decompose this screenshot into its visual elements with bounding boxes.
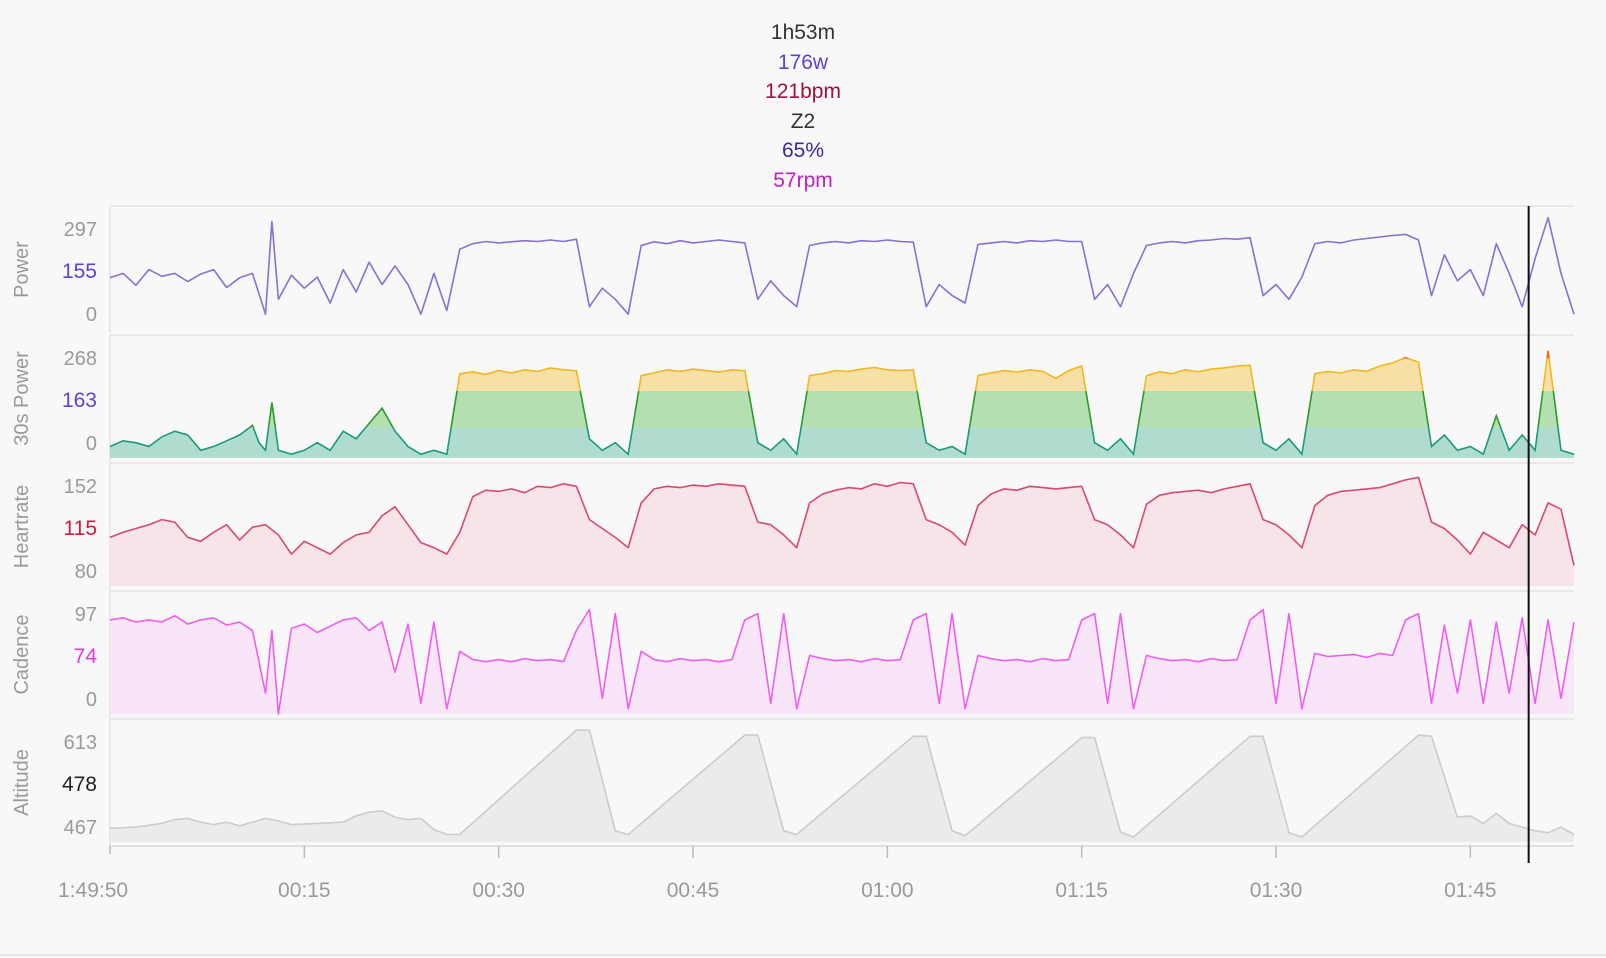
cadence-tick-top: 97 — [75, 604, 97, 626]
heartrate-area — [110, 477, 1574, 586]
x-tick-label-3: 00:45 — [667, 879, 720, 902]
cadence-tick-mid: 74 — [74, 645, 98, 668]
panel-power30[interactable]: 268 163 0 30s Power — [11, 334, 1574, 462]
x-tick-label-7: 01:45 — [1444, 879, 1497, 902]
x-axis: 1:49:50 00:15 00:30 00:45 01:00 01:15 01:30 01:… — [0, 845, 1606, 956]
cadence-area — [110, 609, 1574, 714]
x-tick-label-2: 00:30 — [472, 879, 525, 902]
readout-percent: 65% — [781, 139, 825, 162]
power30-zone-1-line — [110, 427, 1574, 457]
power30-tick-bottom: 0 — [86, 433, 97, 455]
heartrate-tick-mid: 115 — [64, 517, 97, 540]
power-series-line — [109, 216, 1575, 315]
cadence-axis-title: Cadence — [11, 614, 33, 694]
altitude-tick-bottom: 467 — [64, 817, 97, 839]
panel-cadence[interactable]: 97 74 0 Cadence — [11, 590, 1575, 718]
x-tick-label-5: 01:15 — [1055, 879, 1108, 902]
x-tick-label-6: 01:30 — [1250, 879, 1303, 902]
panel-altitude[interactable]: 613 478 467 Altitude — [11, 718, 1575, 846]
power-tick-top: 297 — [64, 219, 97, 241]
power-tick-mid: 155 — [62, 260, 97, 283]
readout-power: 176w — [777, 50, 829, 74]
power30-tick-mid: 163 — [62, 389, 97, 412]
power-axis-title: Power — [11, 241, 33, 298]
readout-zone: Z2 — [790, 109, 816, 133]
power30-zone-3-area — [457, 358, 1554, 391]
cadence-series-line — [109, 608, 1575, 715]
altitude-area — [110, 730, 1574, 842]
heartrate-series-line — [109, 476, 1575, 566]
hover-readout: 1h53m 176w 121bpm Z2 65% 57rpm — [0, 18, 1606, 195]
power30-tick-top: 268 — [64, 348, 97, 370]
heartrate-tick-top: 152 — [64, 476, 97, 498]
altitude-tick-mid: 478 — [62, 773, 97, 796]
heartrate-axis-title: Heartrate — [11, 485, 33, 568]
x-tick-label-4: 01:00 — [861, 879, 914, 902]
panel-power-background — [110, 206, 1574, 333]
readout-duration: 1h53m — [770, 21, 836, 44]
readout-cadence: 57rpm — [773, 168, 833, 192]
altitude-axis-title: Altitude — [11, 749, 33, 816]
panel-heartrate[interactable]: 152 115 80 Heartrate — [11, 462, 1575, 590]
panel-power[interactable]: 297 155 0 Power — [11, 205, 1575, 333]
power30-zone-3-line — [456, 358, 1555, 391]
x-start-label: 1:49:50 — [58, 879, 128, 902]
altitude-series-line — [109, 729, 1575, 838]
power30-zone-1-area — [110, 427, 1574, 458]
power-tick-bottom: 0 — [86, 304, 97, 326]
x-tick-label-1: 00:15 — [278, 879, 331, 902]
power30-zone-2-area — [249, 390, 1559, 428]
readout-heartrate: 121bpm — [765, 80, 841, 103]
power30-axis-title: 30s Power — [11, 351, 33, 446]
heartrate-tick-bottom: 80 — [75, 561, 97, 583]
cadence-tick-bottom: 0 — [86, 689, 97, 711]
altitude-tick-top: 613 — [64, 732, 97, 754]
